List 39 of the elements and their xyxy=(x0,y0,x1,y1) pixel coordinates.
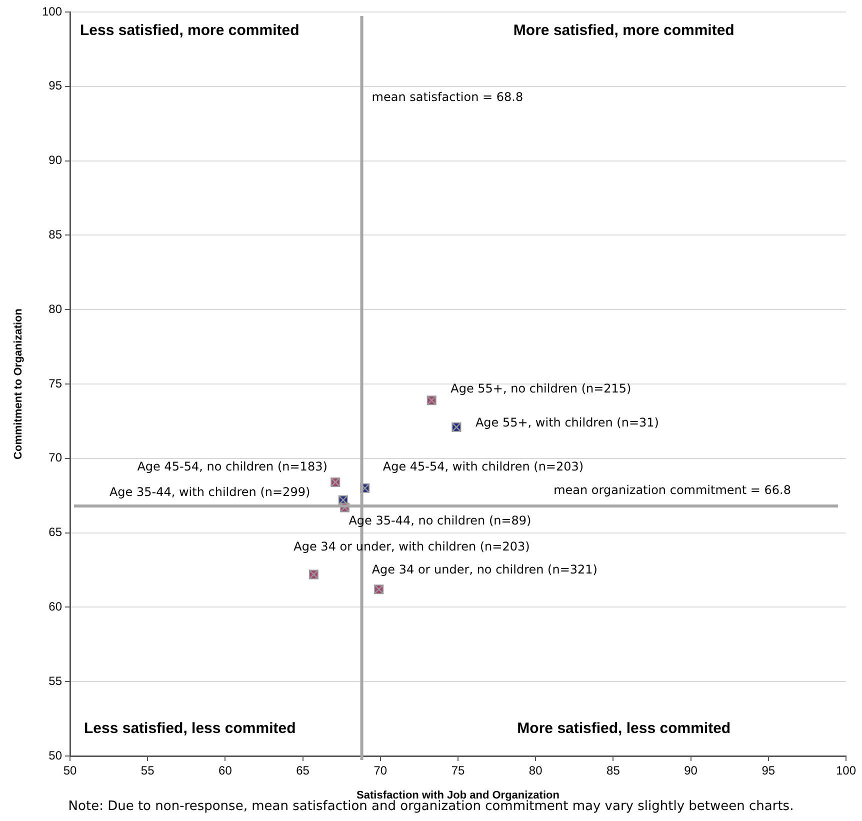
annotation: Age 45-54, no children (n=183) xyxy=(137,459,328,474)
x-tick-label: 100 xyxy=(836,764,856,778)
annotation: Age 35-44, with children (n=299) xyxy=(109,485,310,500)
y-tick-label: 70 xyxy=(48,450,62,465)
x-tick-label: 70 xyxy=(374,764,388,778)
x-tick-label: 60 xyxy=(218,764,232,778)
y-tick-label: 55 xyxy=(48,674,62,688)
y-axis-title: Commitment to Organization xyxy=(12,308,25,460)
x-axis-title: Satisfaction with Job and Organization xyxy=(356,789,560,802)
annotation: Age 34 or under, no children (n=321) xyxy=(372,562,598,576)
annotation: More satisfied, more commited xyxy=(513,22,734,40)
annotation: More satisfied, less commited xyxy=(517,720,731,738)
x-tick-label: 85 xyxy=(606,764,620,778)
y-tick-label: 75 xyxy=(48,376,62,390)
annotation: Less satisfied, more commited xyxy=(80,22,300,40)
x-tick-label: 95 xyxy=(762,764,776,778)
x-tick-label: 80 xyxy=(528,764,543,778)
y-tick-label: 60 xyxy=(48,600,62,614)
x-tick-label: 75 xyxy=(451,764,465,778)
text: Note: Due to non-response, mean satisfaction and organization commitment may vary slightly between charts. xyxy=(67,799,795,815)
x-tick-label: 65 xyxy=(296,764,310,778)
annotation: Age 55+, with children (n=31) xyxy=(475,415,659,430)
annotation: Age 35-44, no children (n=89) xyxy=(348,514,532,528)
annotation: Age 34 or under, with children (n=203) xyxy=(294,540,530,554)
y-tick-label: 80 xyxy=(48,302,62,316)
y-tick-label: 65 xyxy=(48,525,62,540)
x-tick-label: 55 xyxy=(140,764,155,778)
y-tick-label: 85 xyxy=(48,228,62,242)
y-tick-label: 90 xyxy=(48,153,62,168)
y-tick-label: 95 xyxy=(48,78,62,93)
y-tick-label: 100 xyxy=(42,4,62,18)
ref-line-label: mean organization commitment = 66.8 xyxy=(554,483,791,498)
x-tick-label: 50 xyxy=(63,764,77,778)
annotation: Age 55+, no children (n=215) xyxy=(450,381,632,396)
x-tick-label: 90 xyxy=(684,764,698,778)
ref-line-label: mean satisfaction = 68.8 xyxy=(372,90,524,104)
y-tick-label: 50 xyxy=(48,748,62,762)
annotation: Age 45-54, with children (n=203) xyxy=(382,459,584,474)
annotation: Less satisfied, less commited xyxy=(84,720,296,738)
